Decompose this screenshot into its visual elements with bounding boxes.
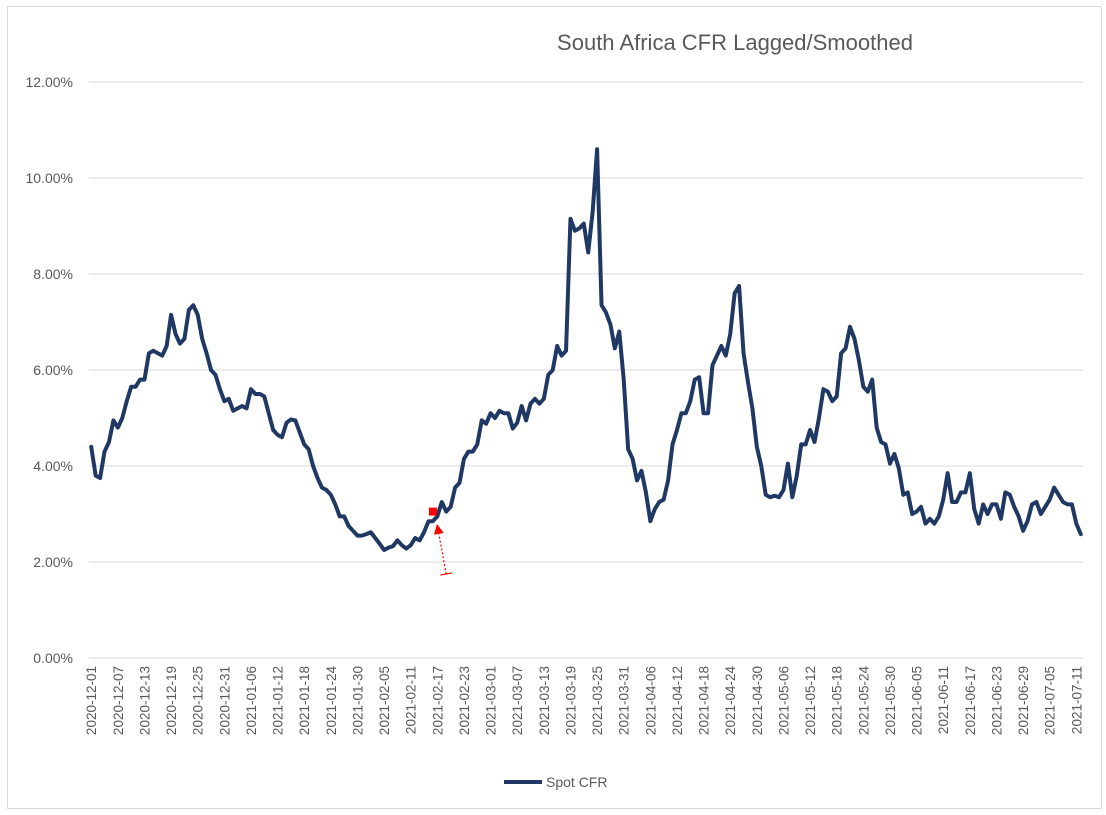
x-tick-label: 2021-01-18 [297,666,312,735]
x-tick-label: 2021-07-11 [1069,666,1084,734]
x-tick-label: 2021-05-18 [830,666,845,735]
x-tick-label: 2021-06-29 [1016,666,1031,735]
x-tick-label: 2021-01-12 [271,666,286,735]
y-axis: 0.00% 2.00% 4.00% 6.00% 8.00% 10.00% 12.00% [26,74,73,666]
x-tick-label: 2020-12-31 [217,666,232,735]
x-tick-label: 2021-05-06 [776,666,791,735]
y-tick-label: 6.00% [33,362,73,378]
x-tick-label: 2021-04-06 [643,666,658,735]
x-tick-label: 2020-12-19 [164,666,179,735]
annotations [428,507,453,576]
gridlines [89,81,1083,659]
plot-area [89,147,1083,552]
x-tick-label: 2021-07-05 [1043,666,1058,735]
x-tick-label: 2020-12-25 [191,666,206,735]
x-tick-label: 2021-05-12 [803,666,818,735]
x-tick-label: 2021-01-30 [350,666,365,735]
x-tick-label: 2021-03-25 [590,666,605,735]
x-tick-label: 2021-04-12 [670,666,685,735]
y-tick-label: 10.00% [26,170,73,186]
x-tick-label: 2021-01-24 [324,666,339,736]
y-tick-label: 8.00% [33,266,73,282]
x-tick-label: 2021-04-30 [750,666,765,735]
x-tick-label: 2021-04-18 [697,666,712,735]
y-tick-label: 0.00% [33,650,73,666]
x-tick-label: 2021-05-24 [856,666,871,736]
x-tick-label: 2021-03-19 [563,666,578,735]
x-tick-label: 2021-03-07 [510,666,525,735]
x-tick-label: 2021-06-17 [963,666,978,735]
chart-svg: South Africa CFR Lagged/Smoothed 0.00% 2.… [26,30,1085,790]
legend: Spot CFR [504,774,607,790]
x-tick-label: 2021-02-05 [377,666,392,735]
chart-title: South Africa CFR Lagged/Smoothed [557,30,913,55]
y-tick-label: 12.00% [26,74,73,90]
x-tick-label: 2021-02-23 [457,666,472,735]
annotation-marker [428,507,437,516]
x-tick-label: 2020-12-01 [84,666,99,735]
x-tick-label: 2021-04-24 [723,666,738,736]
x-tick-label: 2021-06-11 [936,666,951,734]
x-tick-label: 2021-03-13 [537,666,552,735]
y-tick-label: 4.00% [33,458,73,474]
y-tick-label: 2.00% [33,554,73,570]
x-tick-label: 2021-05-30 [883,666,898,735]
annotation-arrow-tail [440,572,453,576]
series-line-spot-cfr [89,147,1083,552]
x-tick-label: 2021-01-06 [244,666,259,735]
x-tick-label: 2021-06-05 [910,666,925,735]
x-tick-label: 2020-12-13 [137,666,152,735]
chart-frame: South Africa CFR Lagged/Smoothed 0.00% 2.… [7,6,1102,809]
x-tick-label: 2021-03-01 [484,666,499,735]
legend-label: Spot CFR [546,774,607,790]
x-tick-label: 2021-06-23 [989,666,1004,735]
x-tick-label: 2021-03-31 [617,666,632,735]
annotation-arrow [433,524,447,575]
x-tick-label: 2021-02-17 [430,666,445,735]
x-axis: 2020-12-01 2020-12-07 2020-12-13 2020-12-19… [84,666,1084,736]
x-tick-label: 2020-12-07 [111,666,126,735]
x-tick-label: 2021-02-11 [404,666,419,734]
